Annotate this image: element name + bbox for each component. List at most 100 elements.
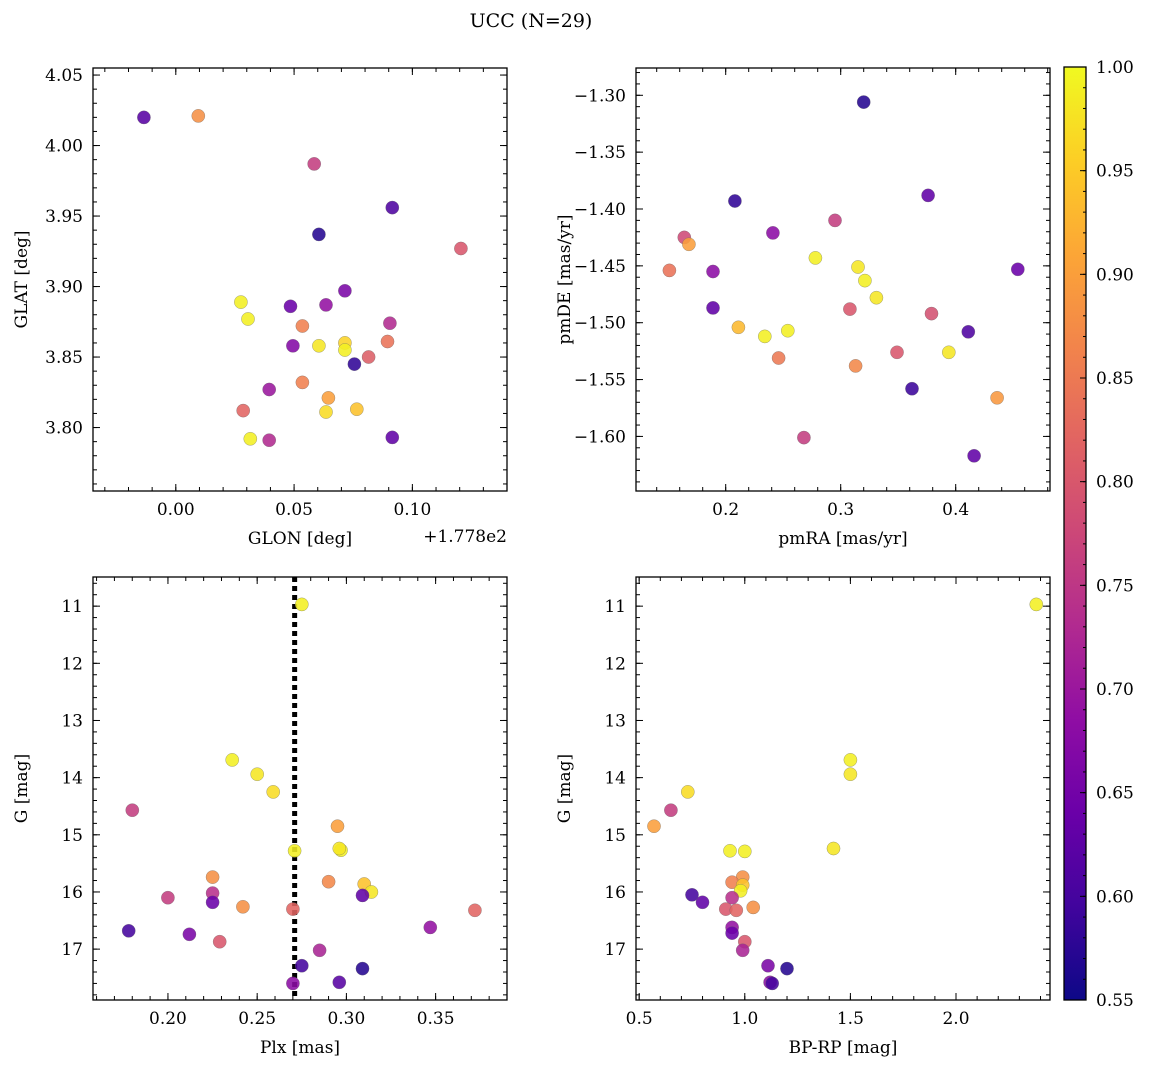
data-point xyxy=(706,301,720,315)
y-axis-label: G [mag] xyxy=(555,754,575,823)
data-point xyxy=(294,958,309,973)
data-point xyxy=(682,237,696,252)
data-point xyxy=(286,902,300,916)
data-point xyxy=(1010,262,1025,277)
colorbar-tick-label: 0.75 xyxy=(1096,576,1134,596)
data-point xyxy=(967,448,981,463)
y-tick-label: −1.40 xyxy=(574,200,626,220)
axes-frame xyxy=(92,576,508,1001)
x-tick-label: 0.3 xyxy=(827,500,854,520)
x-tick-label: 0.5 xyxy=(626,1009,653,1029)
data-point xyxy=(182,927,197,942)
y-tick-label: 16 xyxy=(604,883,626,903)
data-point xyxy=(843,753,858,767)
y-tick-label: 3.90 xyxy=(45,278,83,298)
data-point xyxy=(990,390,1004,405)
data-point xyxy=(262,382,277,397)
data-point xyxy=(250,767,265,782)
data-point xyxy=(729,903,744,918)
data-point xyxy=(338,283,352,298)
data-point xyxy=(243,431,258,446)
data-point xyxy=(319,298,333,312)
data-point xyxy=(941,345,956,360)
data-point xyxy=(121,923,136,938)
data-point xyxy=(454,241,468,256)
data-point xyxy=(757,329,772,344)
data-point xyxy=(283,299,298,314)
data-point xyxy=(924,306,939,321)
data-point xyxy=(780,961,794,976)
data-point xyxy=(347,357,362,371)
data-point xyxy=(262,433,277,448)
axes-frame xyxy=(92,67,508,492)
y-tick-label: 13 xyxy=(604,711,626,731)
data-point xyxy=(737,844,752,859)
x-axis-label: Plx [mas] xyxy=(260,1038,340,1058)
y-tick-label: 4.05 xyxy=(45,66,83,86)
data-point xyxy=(385,430,400,445)
scatter-panels: 0.00 0.05 0.10 3.80 3.85 3.90 3.95 4.00 4.05 GLON… xyxy=(12,66,1051,1058)
y-tick-label: 12 xyxy=(61,654,83,674)
data-point xyxy=(312,338,326,353)
data-point xyxy=(361,350,376,364)
y-tick-label: 16 xyxy=(61,883,83,903)
data-point xyxy=(332,841,347,856)
data-point xyxy=(723,843,737,858)
y-tick-label: −1.45 xyxy=(574,257,626,277)
data-point xyxy=(856,95,871,109)
colorbar-tick-label: 0.55 xyxy=(1096,991,1134,1011)
y-tick-label: 11 xyxy=(61,597,83,617)
data-point xyxy=(735,943,750,958)
y-axis-label: pmDE [mas/yr] xyxy=(555,214,575,344)
y-tick-label: 4.00 xyxy=(45,137,83,157)
y-tick-label: 17 xyxy=(604,940,626,960)
data-point xyxy=(380,334,395,349)
y-tick-label: 3.95 xyxy=(45,207,83,227)
x-tick-label: 0.00 xyxy=(157,500,195,520)
x-axis-label: GLON [deg] xyxy=(248,529,352,549)
colorbar-gradient xyxy=(1064,67,1086,1000)
data-point xyxy=(205,895,220,910)
data-point xyxy=(321,391,336,405)
colorbar-tick-label: 0.95 xyxy=(1096,162,1134,182)
data-point xyxy=(212,934,227,949)
data-point xyxy=(921,188,935,203)
data-point xyxy=(468,903,482,918)
data-point xyxy=(332,975,347,990)
x-tick-label: 0.35 xyxy=(417,1009,455,1029)
data-point xyxy=(731,320,746,335)
data-point xyxy=(383,316,397,331)
data-point xyxy=(1029,597,1044,612)
data-point xyxy=(680,785,695,799)
colorbar-tick-label: 1.00 xyxy=(1096,58,1134,78)
x-axis-label: pmRA [mas/yr] xyxy=(778,529,907,549)
data-point xyxy=(746,900,761,915)
data-point xyxy=(161,890,175,905)
data-point xyxy=(241,312,255,326)
data-point xyxy=(191,109,206,123)
x-tick-label: 0.4 xyxy=(942,500,969,520)
y-tick-label: 17 xyxy=(61,940,83,960)
panel-plx-g: 0.20 0.25 0.30 0.35 11 12 13 14 15 16 17 Plx [mas] G… xyxy=(12,576,508,1058)
data-point xyxy=(294,597,309,612)
x-tick-label: 0.2 xyxy=(712,500,739,520)
data-point xyxy=(848,359,863,373)
colorbar-tick-label: 0.60 xyxy=(1096,887,1134,907)
data-point xyxy=(851,260,865,274)
data-point xyxy=(312,943,327,958)
data-point xyxy=(761,958,775,973)
data-point xyxy=(780,323,795,338)
y-tick-label: 3.80 xyxy=(45,419,83,439)
data-point xyxy=(685,887,699,902)
y-tick-label: −1.60 xyxy=(574,427,626,447)
data-point xyxy=(287,843,302,858)
data-point xyxy=(266,785,281,799)
panel-bprp-g: 0.5 1.0 1.5 2.0 11 12 13 14 15 16 17 BP-RP [mag] G [… xyxy=(555,576,1051,1058)
data-point xyxy=(319,405,333,419)
data-point xyxy=(355,961,370,976)
data-point xyxy=(137,110,151,125)
y-tick-label: 14 xyxy=(604,769,626,789)
data-point xyxy=(307,157,322,171)
data-point xyxy=(725,926,739,940)
data-point xyxy=(234,295,248,309)
